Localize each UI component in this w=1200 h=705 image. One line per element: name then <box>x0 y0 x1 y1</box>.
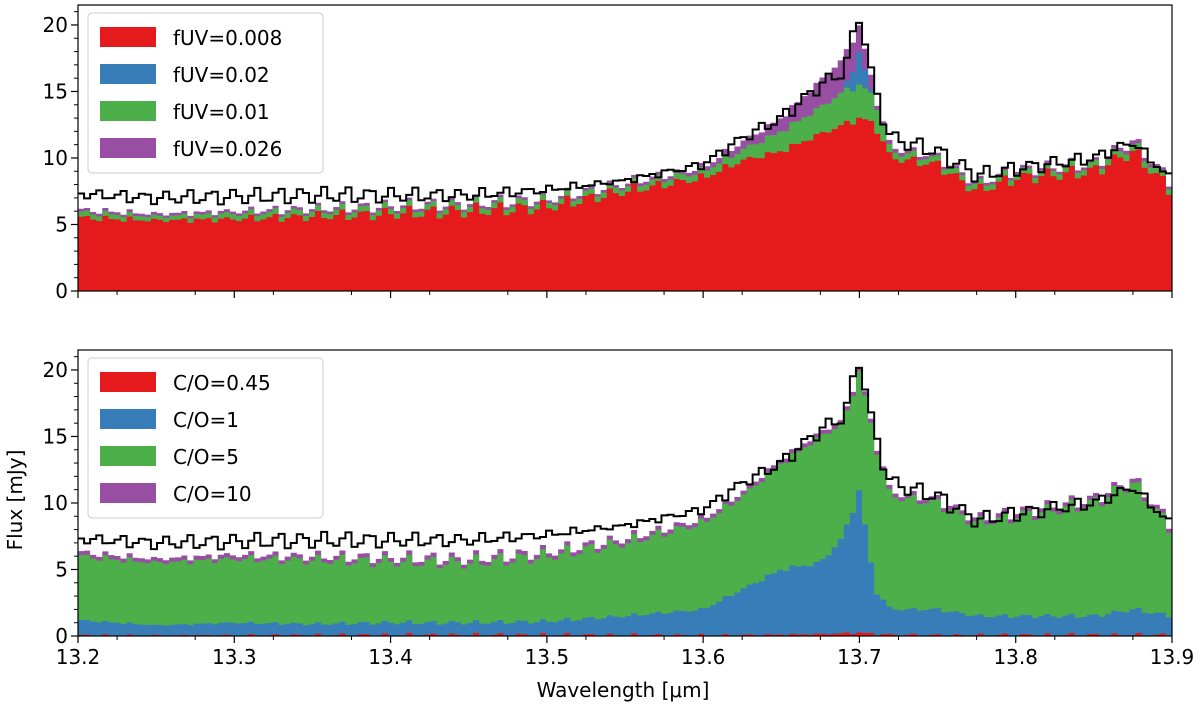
legend: fUV=0.008 fUV=0.02 fUV=0.01 fUV=0.026 <box>87 12 324 174</box>
y-axis-label: Flux [mJy] <box>3 450 27 551</box>
legend-entry-label: fUV=0.008 <box>173 26 282 50</box>
legend: C/O=0.45 C/O=1 C/O=5 C/O=10 <box>87 357 324 519</box>
legend-entry-label: fUV=0.02 <box>173 63 270 87</box>
legend-entry-label: fUV=0.026 <box>173 137 282 161</box>
observed-spectrum-line <box>78 21 1172 206</box>
legend-swatch <box>100 483 156 503</box>
series-area-bottom-2 <box>78 370 1172 636</box>
legend-box <box>87 357 324 519</box>
legend-swatch <box>100 64 156 84</box>
legend-swatch <box>100 409 156 429</box>
axes-frame <box>77 4 1173 292</box>
legend-swatch <box>100 372 156 392</box>
x-tick-label: 13.7 <box>837 645 882 669</box>
x-tick-label: 13.8 <box>993 645 1038 669</box>
y-tick-label: 5 <box>55 212 68 236</box>
y-tick-label: 0 <box>55 279 68 303</box>
y-tick-label: 10 <box>43 146 68 170</box>
x-tick-label: 13.2 <box>56 645 101 669</box>
series-area-top-0 <box>78 117 1172 291</box>
x-tick-label: 13.9 <box>1150 645 1195 669</box>
x-axis-label: Wavelength [μm] <box>537 678 710 702</box>
legend-entry-label: C/O=1 <box>173 408 239 432</box>
legend-entry-label: C/O=10 <box>173 482 252 506</box>
legend-swatch <box>100 27 156 47</box>
series-area-bottom-0 <box>78 632 1172 636</box>
x-tick-label: 13.6 <box>681 645 726 669</box>
y-tick-label: 15 <box>43 424 68 448</box>
top-panel: 05101520fUV=0.008fUV=0.02fUV=0.01fUV=0.0… <box>43 4 1173 303</box>
axes-frame <box>77 349 1173 637</box>
legend-entry-label: C/O=0.45 <box>173 371 271 395</box>
y-tick-label: 0 <box>55 624 68 648</box>
y-tick-label: 20 <box>43 13 68 37</box>
x-tick-label: 13.5 <box>525 645 570 669</box>
observed-spectrum-line <box>78 366 1172 551</box>
legend-entry-label: fUV=0.01 <box>173 100 270 124</box>
legend-swatch <box>100 138 156 158</box>
y-tick-label: 20 <box>43 358 68 382</box>
legend-swatch <box>100 101 156 121</box>
legend-swatch <box>100 446 156 466</box>
y-tick-label: 5 <box>55 557 68 581</box>
legend-entry-label: C/O=5 <box>173 445 239 469</box>
y-tick-label: 10 <box>43 491 68 515</box>
y-tick-label: 15 <box>43 79 68 103</box>
x-tick-label: 13.4 <box>368 645 413 669</box>
x-tick-label: 13.3 <box>212 645 257 669</box>
series-area-bottom-1 <box>78 490 1172 636</box>
bottom-panel: 0 5 10 15 20 13.2 13.3 13.4 13.5 13.6 13.7 13.8 13.9… <box>43 349 1195 669</box>
legend-box <box>87 12 324 174</box>
